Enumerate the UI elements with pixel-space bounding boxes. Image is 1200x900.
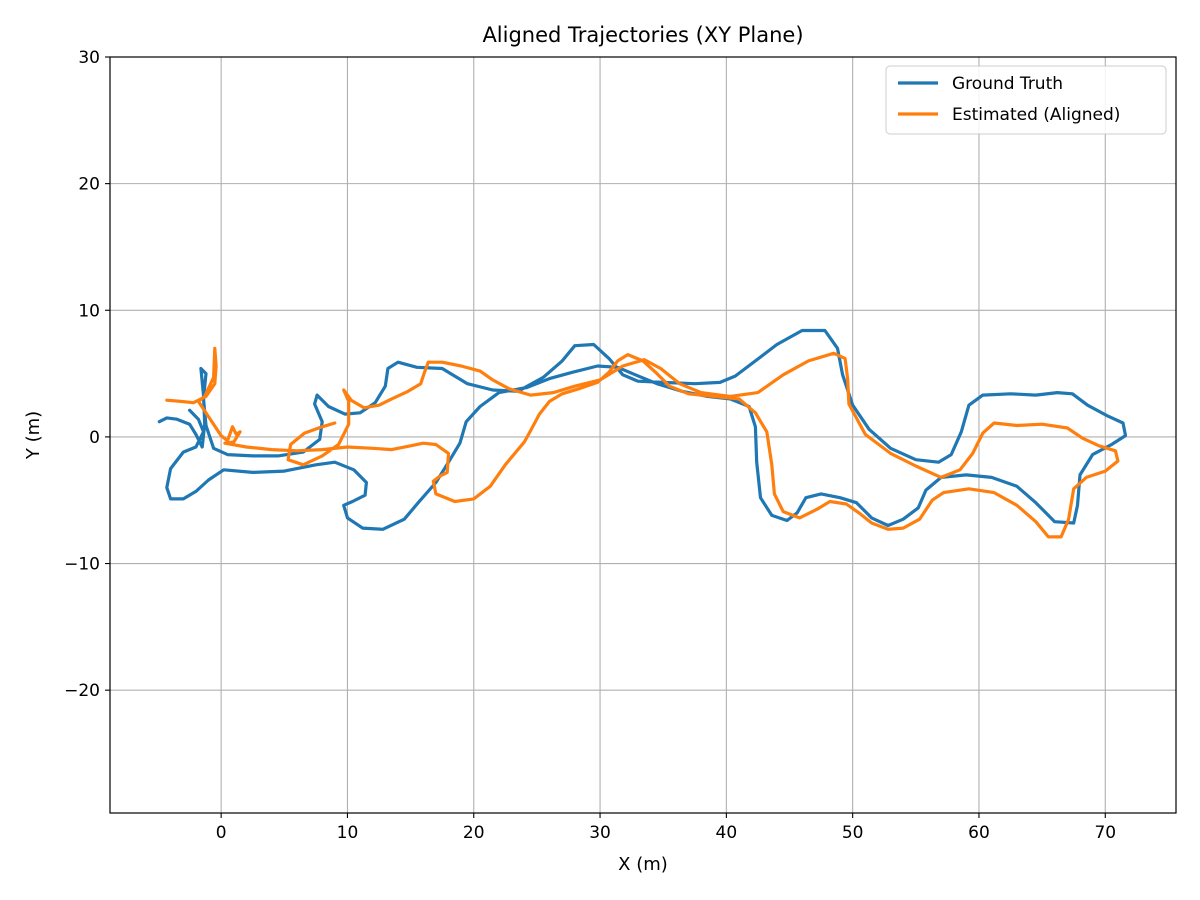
legend-label-ground-truth: Ground Truth [952, 74, 1063, 94]
chart-title: Aligned Trajectories (XY Plane) [482, 23, 803, 47]
x-tick-label: 40 [716, 823, 738, 843]
x-tick-label: 20 [463, 823, 485, 843]
y-tick-label: −10 [64, 555, 100, 575]
y-tick-label: 30 [78, 48, 100, 68]
series-line-estimated [165, 346, 1120, 539]
y-tick-label: −20 [64, 681, 100, 701]
x-tick-label: 0 [216, 823, 227, 843]
y-tick-label: 0 [89, 428, 100, 448]
plot-area-border [109, 56, 1177, 814]
x-tick-label: 30 [589, 823, 611, 843]
series-line-ground-truth [157, 328, 1128, 531]
y-tick-label: 10 [78, 301, 100, 321]
legend-label-estimated: Estimated (Aligned) [952, 105, 1120, 125]
x-tick-label: 60 [968, 823, 990, 843]
x-tick-label: 70 [1094, 823, 1116, 843]
legend: Ground Truth Estimated (Aligned) [885, 65, 1167, 135]
series-lines [157, 328, 1128, 539]
legend-box [885, 65, 1167, 135]
x-axis-label: X (m) [618, 854, 668, 875]
y-tick-label: 20 [78, 175, 100, 195]
y-axis-label: Y (m) [23, 411, 44, 460]
x-tick-label: 10 [337, 823, 359, 843]
axis-ticks: 0 10 20 30 40 50 60 70 −20 −10 0 10 20 30 [64, 48, 1116, 843]
x-tick-label: 50 [842, 823, 864, 843]
